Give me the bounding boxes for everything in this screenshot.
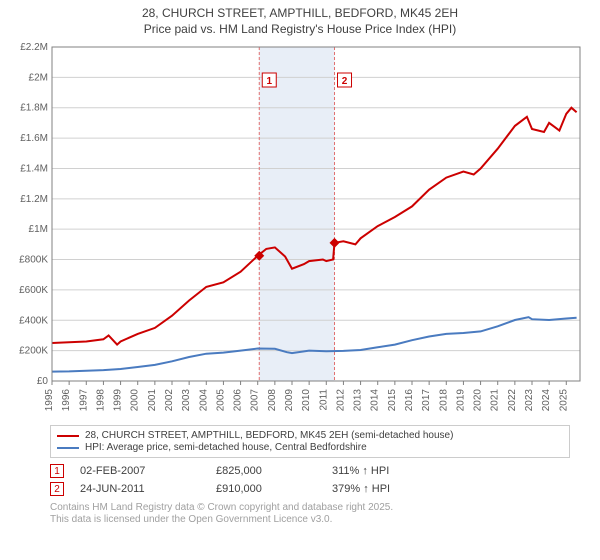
sale-hpi: 311% ↑ HPI [332, 465, 452, 477]
svg-text:2014: 2014 [370, 389, 381, 412]
legend-label: HPI: Average price, semi-detached house,… [85, 442, 367, 453]
chart-svg: £0 £200K £400K £600K £800K £1M £1.2M £1.4M £1.6M… [10, 41, 588, 421]
legend-label: 28, CHURCH STREET, AMPTHILL, BEDFORD, MK… [85, 430, 453, 441]
svg-text:2000: 2000 [130, 389, 141, 412]
svg-text:1997: 1997 [78, 389, 89, 412]
sale-price: £910,000 [216, 483, 316, 495]
svg-text:2005: 2005 [215, 389, 226, 412]
sale-badge: 1 [50, 464, 64, 478]
svg-text:2016: 2016 [404, 389, 415, 412]
chart-title: 28, CHURCH STREET, AMPTHILL, BEDFORD, MK… [10, 6, 590, 37]
legend-swatch-red [57, 435, 79, 437]
svg-text:£1.2M: £1.2M [20, 194, 48, 205]
sale-row: 2 24-JUN-2011 £910,000 379% ↑ HPI [50, 480, 590, 498]
legend-swatch-blue [57, 447, 79, 449]
svg-text:2009: 2009 [284, 389, 295, 412]
svg-text:£400K: £400K [19, 315, 48, 326]
sale-row: 1 02-FEB-2007 £825,000 311% ↑ HPI [50, 462, 590, 480]
footnote-line1: Contains HM Land Registry data © Crown c… [50, 502, 590, 514]
footnote: Contains HM Land Registry data © Crown c… [50, 502, 590, 526]
svg-text:2015: 2015 [387, 389, 398, 412]
chart-container: 28, CHURCH STREET, AMPTHILL, BEDFORD, MK… [0, 0, 600, 560]
svg-text:£600K: £600K [19, 285, 48, 296]
svg-text:1998: 1998 [95, 389, 106, 412]
sale-badge: 2 [50, 482, 64, 496]
svg-text:2004: 2004 [198, 389, 209, 412]
footnote-line2: This data is licensed under the Open Gov… [50, 514, 590, 526]
svg-text:1996: 1996 [61, 389, 72, 412]
svg-text:2011: 2011 [318, 389, 329, 411]
svg-text:2: 2 [342, 76, 348, 87]
svg-text:2006: 2006 [233, 389, 244, 412]
svg-text:2002: 2002 [164, 389, 175, 412]
svg-text:2025: 2025 [558, 389, 569, 412]
svg-text:£1M: £1M [29, 224, 48, 235]
svg-text:£200K: £200K [19, 346, 48, 357]
sales-table: 1 02-FEB-2007 £825,000 311% ↑ HPI 2 24-J… [50, 462, 590, 498]
svg-text:2012: 2012 [335, 389, 346, 412]
title-line1: 28, CHURCH STREET, AMPTHILL, BEDFORD, MK… [10, 6, 590, 22]
svg-text:£1.6M: £1.6M [20, 133, 48, 144]
svg-text:2020: 2020 [473, 389, 484, 412]
sale-price: £825,000 [216, 465, 316, 477]
svg-text:£0: £0 [37, 376, 49, 387]
svg-text:2018: 2018 [438, 389, 449, 412]
svg-text:2024: 2024 [541, 389, 552, 412]
svg-text:£2.2M: £2.2M [20, 42, 48, 53]
svg-text:2001: 2001 [147, 389, 158, 412]
svg-text:£800K: £800K [19, 255, 48, 266]
svg-text:2022: 2022 [507, 389, 518, 412]
legend: 28, CHURCH STREET, AMPTHILL, BEDFORD, MK… [50, 425, 570, 458]
svg-text:2010: 2010 [301, 389, 312, 412]
svg-text:1995: 1995 [44, 389, 55, 412]
svg-text:2007: 2007 [250, 389, 261, 412]
svg-text:2021: 2021 [490, 389, 501, 412]
svg-text:£1.4M: £1.4M [20, 164, 48, 175]
svg-text:1999: 1999 [113, 389, 124, 412]
sale-date: 24-JUN-2011 [80, 483, 200, 495]
legend-item: 28, CHURCH STREET, AMPTHILL, BEDFORD, MK… [57, 430, 563, 441]
legend-item: HPI: Average price, semi-detached house,… [57, 442, 563, 453]
svg-text:2019: 2019 [455, 389, 466, 412]
title-line2: Price paid vs. HM Land Registry's House … [10, 22, 590, 38]
svg-text:1: 1 [266, 76, 272, 87]
svg-text:2008: 2008 [267, 389, 278, 412]
svg-text:£2M: £2M [29, 73, 48, 84]
sale-date: 02-FEB-2007 [80, 465, 200, 477]
svg-text:2017: 2017 [421, 389, 432, 412]
svg-text:£1.8M: £1.8M [20, 103, 48, 114]
svg-text:2013: 2013 [353, 389, 364, 412]
sale-hpi: 379% ↑ HPI [332, 483, 452, 495]
chart-area: £0 £200K £400K £600K £800K £1M £1.2M £1.4M £1.6M… [10, 41, 588, 421]
svg-text:2003: 2003 [181, 389, 192, 412]
svg-text:2023: 2023 [524, 389, 535, 412]
